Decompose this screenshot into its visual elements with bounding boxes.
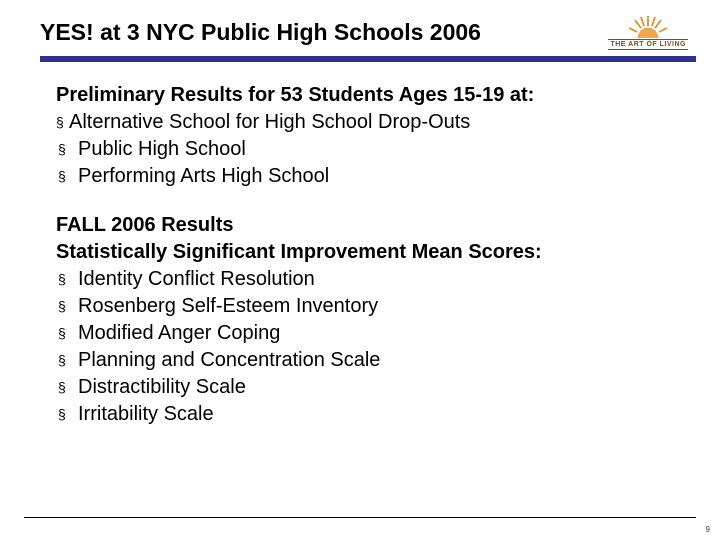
fall-results-block: FALL 2006 Results Statistically Signific… xyxy=(56,212,672,428)
slide-title: YES! at 3 NYC Public High Schools 2006 xyxy=(40,19,481,46)
bullet-text: Alternative School for High School Drop-… xyxy=(69,109,672,136)
bullet-text: Identity Conflict Resolution xyxy=(78,266,672,293)
sun-icon xyxy=(625,14,671,38)
bullet-icon: § xyxy=(56,374,76,401)
list-item: § Identity Conflict Resolution xyxy=(56,266,672,293)
footer-rule xyxy=(24,517,696,518)
bullet-icon: § xyxy=(56,136,76,163)
bullet-text: Performing Arts High School xyxy=(78,163,672,190)
art-of-living-logo: THE ART OF LIVING xyxy=(608,14,688,50)
bullet-icon: § xyxy=(56,320,76,347)
list-item: § Alternative School for High School Dro… xyxy=(56,109,672,136)
list-item: § Performing Arts High School xyxy=(56,163,672,190)
logo-text: THE ART OF LIVING xyxy=(608,39,688,50)
bullet-icon: § xyxy=(56,293,76,320)
bullet-text: Planning and Concentration Scale xyxy=(78,347,672,374)
list-item: § Public High School xyxy=(56,136,672,163)
bullet-icon: § xyxy=(56,109,65,136)
page-number: 9 xyxy=(706,525,710,534)
list-item: § Irritability Scale xyxy=(56,401,672,428)
list-item: § Modified Anger Coping xyxy=(56,320,672,347)
bullet-icon: § xyxy=(56,266,76,293)
bullet-icon: § xyxy=(56,401,76,428)
preliminary-lead: Preliminary Results for 53 Students Ages… xyxy=(56,82,672,109)
header: YES! at 3 NYC Public High Schools 2006 xyxy=(0,0,720,50)
bullet-text: Rosenberg Self-Esteem Inventory xyxy=(78,293,672,320)
bullet-text: Modified Anger Coping xyxy=(78,320,672,347)
fall-lead-1: FALL 2006 Results xyxy=(56,212,672,239)
list-item: § Rosenberg Self-Esteem Inventory xyxy=(56,293,672,320)
preliminary-results-block: Preliminary Results for 53 Students Ages… xyxy=(56,82,672,190)
bullet-text: Irritability Scale xyxy=(78,401,672,428)
bullet-text: Public High School xyxy=(78,136,672,163)
slide-body: Preliminary Results for 53 Students Ages… xyxy=(0,62,720,428)
bullet-icon: § xyxy=(56,163,76,190)
list-item: § Planning and Concentration Scale xyxy=(56,347,672,374)
bullet-icon: § xyxy=(56,347,76,374)
fall-lead-2: Statistically Significant Improvement Me… xyxy=(56,239,672,266)
bullet-text: Distractibility Scale xyxy=(78,374,672,401)
list-item: § Distractibility Scale xyxy=(56,374,672,401)
